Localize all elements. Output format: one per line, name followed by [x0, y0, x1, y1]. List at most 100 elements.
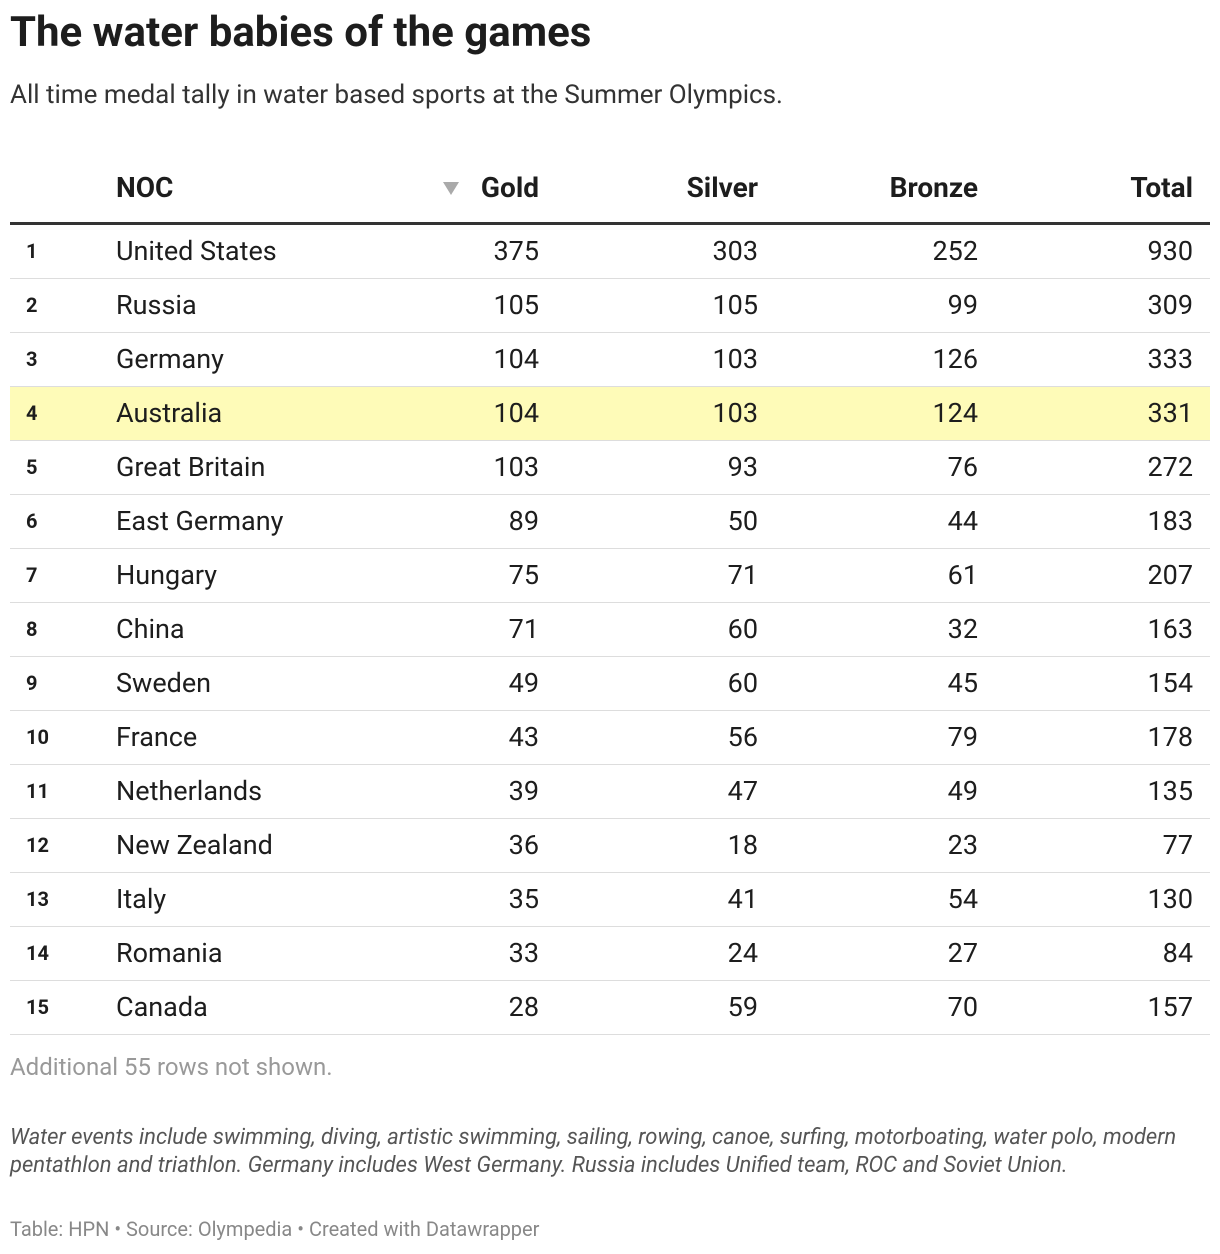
medal-count: 178 [1147, 721, 1193, 753]
medal-count: 23 [947, 829, 978, 861]
rank: 10 [26, 725, 49, 749]
country: United States [116, 235, 277, 267]
medal-count: 103 [712, 343, 758, 375]
medal-count: 43 [508, 721, 539, 753]
table-row: 5 Great Britain 103 93 76 272 [10, 441, 1210, 495]
table: NOC Gold Silver Bronze Total 1 United States 3… [10, 160, 1210, 1035]
medal-count: 104 [493, 343, 539, 375]
rank: 5 [26, 455, 38, 479]
table-row: 7 Hungary 75 71 61 207 [10, 549, 1210, 603]
medal-count: 130 [1147, 883, 1193, 915]
rank: 12 [26, 833, 49, 857]
rank: 6 [26, 509, 38, 533]
table-row: 2 Russia 105 105 99 309 [10, 279, 1210, 333]
rank: 14 [26, 941, 49, 965]
medal-count: 59 [727, 991, 758, 1023]
medal-count: 49 [508, 667, 539, 699]
medal-count: 50 [727, 505, 758, 537]
rank: 11 [26, 779, 49, 803]
header-row: NOC Gold Silver Bronze Total [10, 160, 1210, 225]
medal-count: 24 [727, 937, 758, 969]
rank: 1 [26, 239, 38, 263]
medal-count: 77 [1162, 829, 1193, 861]
medal-count: 41 [727, 883, 758, 915]
medal-count: 103 [712, 397, 758, 429]
medal-count: 124 [932, 397, 978, 429]
more-rows-note: Additional 55 rows not shown. [10, 1053, 333, 1081]
medal-count: 331 [1147, 397, 1193, 429]
rank: 9 [26, 671, 38, 695]
column-header[interactable]: Silver [686, 171, 758, 204]
table-row: 1 United States 375 303 252 930 [10, 225, 1210, 279]
rank: 15 [26, 995, 49, 1019]
rank: 4 [26, 401, 38, 425]
medal-count: 27 [947, 937, 978, 969]
medal-count: 105 [712, 289, 758, 321]
column-header[interactable]: Total [1130, 171, 1193, 204]
table-row: 12 New Zealand 36 18 23 77 [10, 819, 1210, 873]
medal-count: 105 [493, 289, 539, 321]
medal-count: 252 [932, 235, 978, 267]
medal-count: 61 [947, 559, 978, 591]
medal-count: 18 [727, 829, 758, 861]
footer: Table: HPN • Source: Olympedia • Created… [10, 1217, 540, 1241]
country: Sweden [116, 667, 212, 699]
table-row: 6 East Germany 89 50 44 183 [10, 495, 1210, 549]
column-header[interactable]: Bronze [889, 171, 978, 204]
country: Canada [116, 991, 208, 1023]
medal-count: 71 [508, 613, 539, 645]
medal-count: 76 [947, 451, 978, 483]
medal-count: 35 [508, 883, 539, 915]
medal-count: 207 [1147, 559, 1193, 591]
rank: 13 [26, 887, 49, 911]
medal-count: 272 [1147, 451, 1193, 483]
medal-count: 163 [1147, 613, 1193, 645]
country: New Zealand [116, 829, 273, 861]
medal-count: 60 [727, 613, 758, 645]
column-header[interactable]: NOC [116, 171, 174, 204]
table-row: 15 Canada 28 59 70 157 [10, 981, 1210, 1035]
table-row: 11 Netherlands 39 47 49 135 [10, 765, 1210, 819]
notes: Water events include swimming, diving, a… [10, 1125, 1177, 1178]
medal-count: 930 [1147, 235, 1193, 267]
medal-count: 126 [932, 343, 978, 375]
medal-count: 303 [712, 235, 758, 267]
medal-count: 99 [947, 289, 978, 321]
country: Russia [116, 289, 197, 321]
medal-count: 54 [947, 883, 978, 915]
sort-arrow[interactable] [443, 182, 459, 196]
table-row: 9 Sweden 49 60 45 154 [10, 657, 1210, 711]
medal-count: 84 [1162, 937, 1193, 969]
medal-count: 49 [947, 775, 978, 807]
medal-count: 309 [1147, 289, 1193, 321]
medal-count: 28 [508, 991, 539, 1023]
medal-count: 60 [727, 667, 758, 699]
rank: 8 [26, 617, 38, 641]
medal-count: 39 [508, 775, 539, 807]
country: Hungary [116, 559, 218, 591]
medal-count: 103 [493, 451, 539, 483]
medal-count: 135 [1147, 775, 1193, 807]
table-row: 14 Romania 33 24 27 84 [10, 927, 1210, 981]
table-row: 3 Germany 104 103 126 333 [10, 333, 1210, 387]
country: Germany [116, 343, 224, 375]
table-row: 8 China 71 60 32 163 [10, 603, 1210, 657]
country: France [116, 721, 198, 753]
column-header[interactable]: Gold [480, 171, 539, 204]
medal-count: 45 [947, 667, 978, 699]
medal-count: 47 [727, 775, 758, 807]
medal-count: 89 [508, 505, 539, 537]
medal-count: 70 [947, 991, 978, 1023]
country: Netherlands [116, 775, 263, 807]
medal-count: 75 [508, 559, 539, 591]
table-body: 1 United States 375 303 252 930 2 Russia 105 105 9… [10, 225, 1210, 1035]
medal-count: 333 [1147, 343, 1193, 375]
medal-count: 36 [508, 829, 539, 861]
rank: 3 [26, 347, 38, 371]
rank: 7 [26, 563, 38, 587]
country: Australia [116, 397, 223, 429]
medal-count: 44 [947, 505, 978, 537]
medal-count: 79 [947, 721, 978, 753]
country: Romania [116, 937, 223, 969]
